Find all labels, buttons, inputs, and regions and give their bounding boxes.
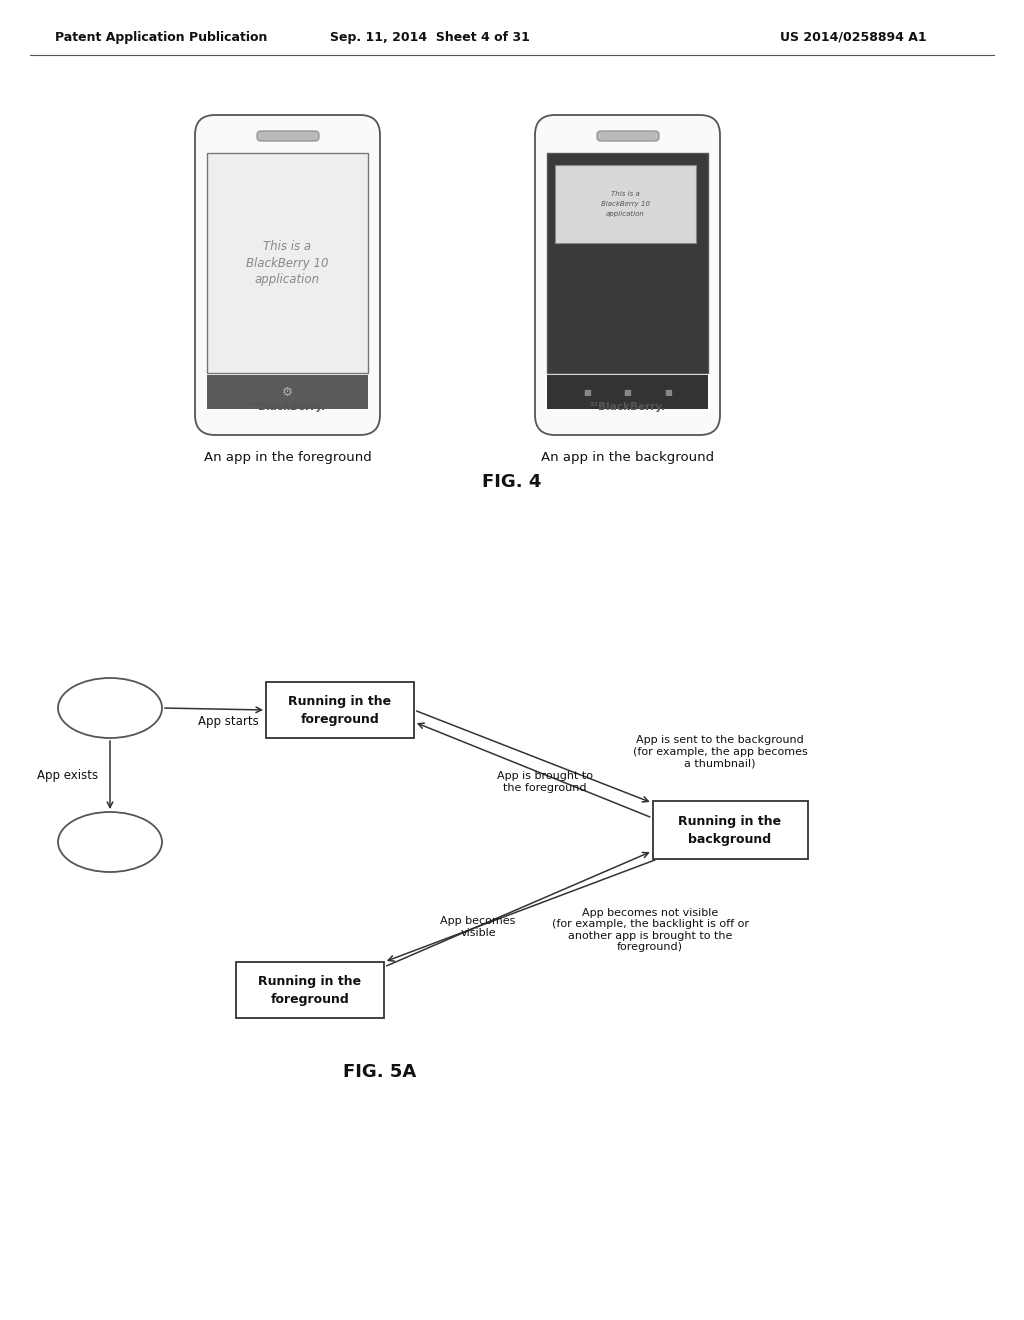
Text: App becomes
visible: App becomes visible [440, 916, 516, 937]
Bar [207, 153, 368, 374]
Text: ■: ■ [624, 388, 632, 396]
Text: application: application [255, 272, 321, 285]
Ellipse shape [58, 678, 162, 738]
Text: App starts: App starts [198, 715, 258, 729]
FancyBboxPatch shape [257, 131, 319, 141]
Text: ■: ■ [584, 388, 591, 396]
Text: App exists: App exists [38, 768, 98, 781]
Text: foreground: foreground [301, 713, 379, 726]
Ellipse shape [58, 812, 162, 873]
Bar [652, 801, 808, 859]
Text: App is sent to the background
(for example, the app becomes
a thumbnail): App is sent to the background (for examp… [633, 735, 807, 768]
FancyBboxPatch shape [535, 115, 720, 436]
Text: US 2014/0258894 A1: US 2014/0258894 A1 [780, 30, 927, 44]
Text: ²²BlackBerry.: ²²BlackBerry. [250, 403, 326, 412]
FancyBboxPatch shape [597, 131, 659, 141]
Text: This is a: This is a [611, 191, 640, 197]
Bar [207, 375, 368, 409]
Text: An app in the foreground: An app in the foreground [204, 450, 372, 463]
Text: An app in the background: An app in the background [541, 450, 714, 463]
Bar [547, 375, 708, 409]
Text: foreground: foreground [270, 993, 349, 1006]
Text: Running in the: Running in the [289, 694, 391, 708]
Text: App becomes not visible
(for example, the backlight is off or
another app is bro: App becomes not visible (for example, th… [552, 908, 749, 953]
Text: Patent Application Publication: Patent Application Publication [55, 30, 267, 44]
Text: FIG. 5A: FIG. 5A [343, 1063, 417, 1081]
Text: Running in the: Running in the [679, 814, 781, 828]
Text: Sep. 11, 2014  Sheet 4 of 31: Sep. 11, 2014 Sheet 4 of 31 [330, 30, 530, 44]
Text: This is a: This is a [263, 240, 311, 253]
Text: BlackBerry 10: BlackBerry 10 [601, 201, 650, 207]
Text: BlackBerry 10: BlackBerry 10 [246, 256, 329, 269]
Bar [555, 165, 696, 243]
Text: App is brought to
the foreground: App is brought to the foreground [497, 771, 593, 793]
Text: Running in the: Running in the [258, 974, 361, 987]
Text: ⚙: ⚙ [282, 385, 293, 399]
Bar [547, 153, 708, 374]
Text: ²²BlackBerry.: ²²BlackBerry. [590, 403, 666, 412]
Text: FIG. 4: FIG. 4 [482, 473, 542, 491]
Text: ■: ■ [664, 388, 672, 396]
Bar [236, 962, 384, 1018]
Text: background: background [688, 833, 771, 846]
Bar [266, 682, 414, 738]
Text: application: application [606, 211, 645, 216]
FancyBboxPatch shape [195, 115, 380, 436]
